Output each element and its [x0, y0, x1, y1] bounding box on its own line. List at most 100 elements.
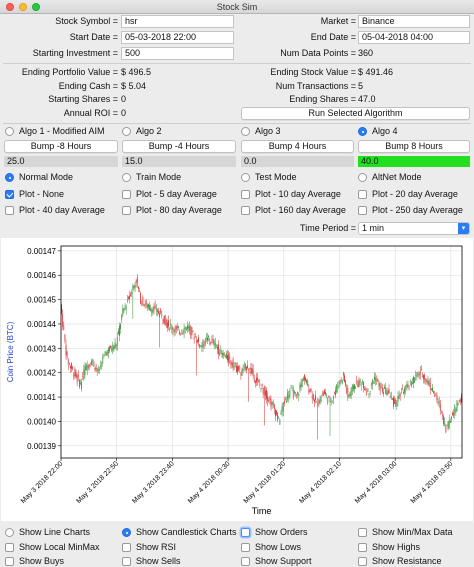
checkbox-indicator[interactable]: [122, 190, 131, 199]
radio-indicator[interactable]: [241, 127, 250, 136]
candle-up: [104, 351, 106, 353]
candle-up: [300, 383, 302, 387]
stock-symbol-input[interactable]: hsr: [121, 15, 234, 28]
show-candlestick-charts-radio[interactable]: Show Candlestick Charts: [122, 527, 237, 538]
checkbox-indicator[interactable]: [122, 543, 131, 552]
candlestick-chart: 0.00139 0.00140 0.00141 0.00142 0.00143 0.001…: [6, 245, 463, 516]
radio-indicator[interactable]: [5, 528, 14, 537]
candle-up: [397, 396, 399, 402]
candle-down: [77, 374, 79, 378]
candle-down: [340, 379, 342, 381]
checkbox-indicator[interactable]: [358, 190, 367, 199]
radio-indicator[interactable]: [358, 173, 367, 182]
show-sells-checkbox[interactable]: Show Sells: [122, 556, 181, 567]
candle-down: [276, 410, 277, 415]
minimize-window-button[interactable]: [19, 3, 27, 11]
show-rsi-checkbox[interactable]: Show RSI: [122, 542, 176, 553]
radio-indicator[interactable]: [358, 127, 367, 136]
starting-investment-input[interactable]: 500: [121, 47, 234, 60]
checkbox-indicator[interactable]: [358, 206, 367, 215]
show-buys-checkbox[interactable]: Show Buys: [5, 556, 64, 567]
start-date-input[interactable]: 05-03-2018 22:00: [121, 31, 234, 44]
checkbox-indicator[interactable]: [358, 543, 367, 552]
plot-20-day-checkbox[interactable]: Plot - 20 day Average: [358, 189, 458, 200]
candle-down: [305, 377, 306, 381]
train-mode-radio[interactable]: Train Mode: [122, 172, 181, 183]
candle-down: [310, 388, 312, 391]
radio-indicator[interactable]: [122, 528, 131, 537]
checkbox-indicator[interactable]: [5, 557, 14, 566]
candle-up: [161, 313, 163, 317]
checkbox-indicator[interactable]: [241, 528, 250, 537]
checkbox-indicator[interactable]: [241, 206, 250, 215]
checkbox-indicator[interactable]: [5, 190, 14, 199]
candle-up: [205, 337, 207, 339]
checkbox-indicator[interactable]: [122, 206, 131, 215]
plot-none-checkbox[interactable]: Plot - None: [5, 189, 64, 200]
show-line-charts-radio[interactable]: Show Line Charts: [5, 527, 90, 538]
zoom-window-button[interactable]: [32, 3, 40, 11]
bump-8-hours-button[interactable]: Bump 8 Hours: [358, 140, 470, 153]
candle-up: [278, 417, 280, 419]
checkbox-indicator[interactable]: [5, 206, 14, 215]
checkbox-indicator[interactable]: [5, 543, 14, 552]
plot-5-day-checkbox[interactable]: Plot - 5 day Average: [122, 189, 217, 200]
plot-80-day-checkbox[interactable]: Plot - 80 day Average: [122, 205, 222, 216]
plot-160-day-checkbox[interactable]: Plot - 160 day Average: [241, 205, 346, 216]
checkbox-indicator[interactable]: [241, 190, 250, 199]
candle-up: [100, 365, 101, 367]
checkbox-indicator[interactable]: [241, 543, 250, 552]
candle-up: [288, 394, 290, 398]
test-mode-radio[interactable]: Test Mode: [241, 172, 297, 183]
algo-3-radio[interactable]: Algo 3: [241, 126, 281, 137]
show-lows-checkbox[interactable]: Show Lows: [241, 542, 301, 553]
plot-40-day-checkbox[interactable]: Plot - 40 day Average: [5, 205, 105, 216]
algo-4-radio[interactable]: Algo 4: [358, 126, 398, 137]
radio-indicator[interactable]: [122, 173, 131, 182]
checkbox-indicator[interactable]: [358, 528, 367, 537]
time-period-select[interactable]: 1 min ▾: [358, 222, 470, 235]
radio-indicator[interactable]: [122, 127, 131, 136]
candle-down: [135, 279, 137, 283]
show-resistance-checkbox[interactable]: Show Resistance: [358, 556, 442, 567]
x-tick-label: May 4 2018 02:10: [298, 460, 343, 505]
candle-down: [166, 322, 168, 328]
show-support-checkbox[interactable]: Show Support: [241, 556, 312, 567]
x-tick-label: May 3 2018 23:40: [131, 460, 176, 505]
candle-up: [448, 419, 450, 428]
candle-down: [75, 371, 77, 378]
show-highs-checkbox[interactable]: Show Highs: [358, 542, 420, 553]
ending-cash-label: Ending Cash =: [58, 81, 118, 91]
plot-250-day-checkbox[interactable]: Plot - 250 day Average: [358, 205, 463, 216]
algo-1-radio[interactable]: Algo 1 - Modified AIM: [5, 126, 105, 137]
algo-2-radio[interactable]: Algo 2: [122, 126, 162, 137]
radio-indicator[interactable]: [5, 173, 14, 182]
bump-minus-4-hours-button[interactable]: Bump -4 Hours: [122, 140, 236, 153]
checkbox-indicator[interactable]: [122, 557, 131, 566]
market-input[interactable]: Binance: [358, 15, 470, 28]
candle-up: [286, 400, 287, 403]
show-buys-label: Show Buys: [19, 556, 65, 566]
candle-up: [420, 368, 422, 370]
radio-indicator[interactable]: [241, 173, 250, 182]
show-min-max-data-checkbox[interactable]: Show Min/Max Data: [358, 527, 453, 538]
chevron-down-icon[interactable]: ▾: [458, 223, 469, 234]
candle-up: [170, 324, 172, 325]
show-orders-checkbox[interactable]: Show Orders: [241, 527, 308, 538]
run-algorithm-button[interactable]: Run Selected Algorithm: [241, 107, 470, 120]
bump-4-hours-button[interactable]: Bump 4 Hours: [241, 140, 354, 153]
show-local-minmax-checkbox[interactable]: Show Local MinMax: [5, 542, 100, 553]
candle-down: [434, 394, 436, 397]
bump-minus-8-hours-button[interactable]: Bump -8 Hours: [4, 140, 118, 153]
end-date-input[interactable]: 05-04-2018 04:00: [358, 31, 470, 44]
candle-up: [220, 349, 222, 354]
normal-mode-radio[interactable]: Normal Mode: [5, 172, 73, 183]
checkbox-indicator[interactable]: [241, 557, 250, 566]
candle-up: [282, 403, 284, 411]
plot-10-day-checkbox[interactable]: Plot - 10 day Average: [241, 189, 341, 200]
checkbox-indicator[interactable]: [358, 557, 367, 566]
candle-down: [270, 399, 272, 407]
radio-indicator[interactable]: [5, 127, 14, 136]
altnet-mode-radio[interactable]: AltNet Mode: [358, 172, 422, 183]
close-window-button[interactable]: [6, 3, 14, 11]
